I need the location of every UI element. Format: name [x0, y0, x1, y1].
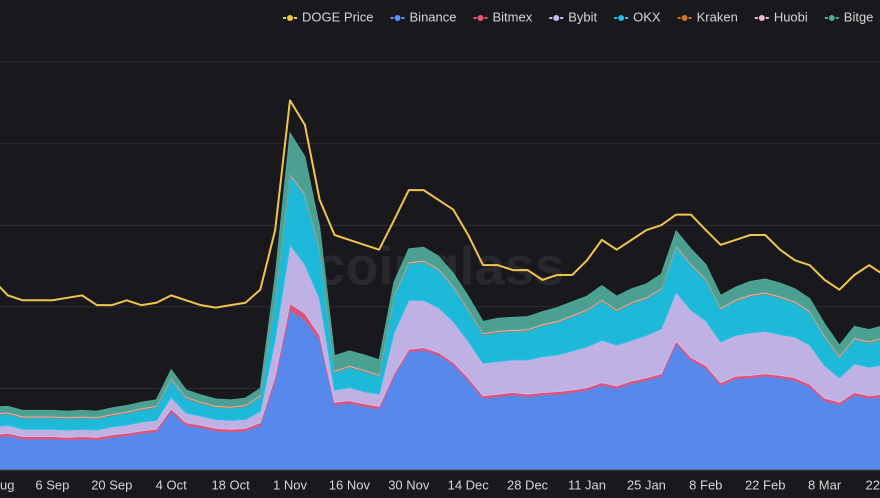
- lines: [0, 99, 880, 309]
- legend-label: DOGE Price: [302, 9, 374, 24]
- legend-marker: [827, 14, 836, 22]
- areas: [0, 131, 880, 471]
- legend-marker: [552, 14, 561, 22]
- legend-marker: [680, 14, 689, 22]
- x-tick-label: 14 Dec: [448, 477, 490, 492]
- legend-label: Kraken: [697, 9, 738, 24]
- x-tick-label: 22: [866, 477, 880, 492]
- x-tick-label: 25 Jan: [627, 477, 666, 492]
- legend-marker: [617, 14, 626, 22]
- x-tick-label: 30 Nov: [388, 477, 430, 492]
- legend-label: Bitmex: [493, 9, 533, 24]
- legend-label: Binance: [410, 9, 457, 24]
- legend-item[interactable]: DOGE Price: [283, 9, 374, 24]
- legend-item[interactable]: Kraken: [677, 9, 738, 24]
- legend-item[interactable]: Bitge: [824, 9, 874, 24]
- x-tick-label: ug: [0, 477, 14, 492]
- x-tick-label: 22 Feb: [745, 477, 785, 492]
- x-tick-label: 8 Feb: [689, 477, 722, 492]
- x-tick-label: 8 Mar: [808, 477, 842, 492]
- legend-label: Bitge: [844, 9, 874, 24]
- x-tick-label: 20 Sep: [91, 477, 132, 492]
- price-line: [0, 99, 880, 309]
- legend-marker: [757, 14, 766, 22]
- x-tick-label: 4 Oct: [156, 477, 187, 492]
- legend-item[interactable]: OKX: [614, 9, 661, 24]
- legend-label: Huobi: [774, 9, 808, 24]
- x-tick-label: 18 Oct: [211, 477, 250, 492]
- legend-marker: [286, 14, 294, 22]
- x-tick-label: 16 Nov: [329, 477, 371, 492]
- legend-label: OKX: [633, 9, 661, 24]
- legend-marker: [476, 14, 485, 22]
- x-tick-label: 28 Dec: [507, 477, 549, 492]
- legend-item[interactable]: Binance: [390, 9, 457, 24]
- x-tick-label: 6 Sep: [35, 477, 69, 492]
- x-tick-label: 11 Jan: [568, 477, 606, 492]
- legend: DOGE Price Binance Bitmex Bybit OKX Kraken Huo…: [283, 9, 873, 24]
- x-tick-label: 1 Nov: [273, 477, 307, 492]
- legend-item[interactable]: Huobi: [754, 9, 808, 24]
- x-tick-labels: ug 6 Sep 20 Sep 4 Oct 18 Oct 1 Nov 16 Nov 30 No…: [0, 477, 880, 492]
- legend-marker: [393, 14, 402, 22]
- legend-item[interactable]: Bitmex: [473, 9, 533, 24]
- legend-item[interactable]: Bybit: [549, 9, 598, 24]
- legend-label: Bybit: [568, 9, 597, 24]
- area: [0, 131, 880, 418]
